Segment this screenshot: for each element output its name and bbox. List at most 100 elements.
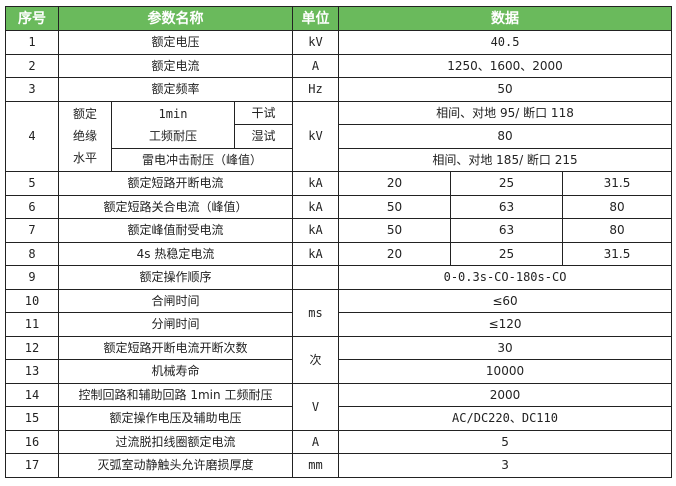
row-unit: kV [292,100,339,172]
table-row: 2 额定电流 A 1250、1600、2000 [5,53,673,78]
row-value: 20 [338,241,451,266]
row-no: 5 [5,171,59,196]
row-unit: kA [292,171,339,196]
row-name: 额定操作电压及辅助电压 [58,406,293,431]
table-row: 8 4s 热稳定电流 kA 20 25 31.5 [5,241,673,266]
header-data: 数据 [337,6,673,31]
row-name: 额定电压 [58,30,293,55]
table-row: 1 额定电压 kV 40.5 [5,30,673,55]
row-name: 额定频率 [58,77,293,102]
row-no: 17 [5,453,59,478]
row-value: 31.5 [561,241,673,266]
row-name: 额定峰值耐受电流 [58,218,293,243]
row-name: 额定短路关合电流（峰值） [58,194,293,219]
row-name: 额定操作顺序 [58,265,293,290]
row-unit: A [292,429,339,454]
row-data: AC/DC220、DC110 [337,406,673,431]
row-unit: kA [292,194,339,219]
wet-test-label: 湿试 [234,124,293,149]
label-line: 工频耐压 [148,128,197,143]
row-value: 80 [561,218,673,243]
row-unit: Hz [292,77,339,102]
header-row: 序号 参数名称 单位 数据 [5,6,673,31]
row-value: 80 [561,194,673,219]
row-unit: V [292,382,339,431]
row-no: 6 [5,194,59,219]
row-no: 10 [5,288,59,313]
row-no: 7 [5,218,59,243]
row-name: 控制回路和辅助回路 1min 工频耐压 [58,382,293,407]
table-row: 雷电冲击耐压（峰值） 相间、对地 185/ 断口 215 [6,147,673,172]
row-unit: kA [292,218,339,243]
row-name: 机械寿命 [58,359,293,384]
row-no: 15 [5,406,59,431]
row-no: 9 [5,265,59,290]
table-row: 12 额定短路开断电流开断次数 次 30 [5,335,673,384]
dry-test-label: 干试 [234,100,293,125]
header-name: 参数名称 [58,6,293,31]
row-name: 过流脱扣线圈额定电流 [58,429,293,454]
row-value: 63 [450,218,563,243]
row-no: 16 [5,429,59,454]
row-data: 80 [337,124,673,149]
table-row: 6 额定短路关合电流（峰值） kA 50 63 80 [5,194,673,219]
row-value: 25 [450,171,563,196]
row-data: 1250、1600、2000 [337,53,673,78]
table-row: 15 额定操作电压及辅助电压 AC/DC220、DC110 [5,406,673,431]
row-data: 2000 [337,382,673,407]
row-no: 11 [5,312,59,337]
row-data: 50 [337,77,673,102]
row-name: 额定短路开断电流 [58,171,293,196]
row-data: ≤60 [337,288,673,313]
row-value: 63 [450,194,563,219]
label-line: 1min [158,106,188,121]
insulation-level-label: 额定 绝缘 水平 [58,100,112,172]
row-data: 相间、对地 185/ 断口 215 [337,147,673,172]
row-data: 3 [337,453,673,478]
row-data: 10000 [337,359,673,384]
row-no: 12 [5,335,59,360]
lightning-impulse-label: 雷电冲击耐压（峰值） [111,147,293,172]
row-no: 14 [5,382,59,407]
row-value: 20 [338,171,451,196]
header-unit: 单位 [292,6,339,31]
table-row: 10 合闸时间 ms ≤60 [5,288,673,337]
row-unit: kV [292,30,339,55]
row-data: 相间、对地 95/ 断口 118 [337,100,673,125]
row-no: 1 [5,30,59,55]
row-no: 8 [5,241,59,266]
label-line: 绝缘 [72,129,97,144]
row-name: 额定电流 [58,53,293,78]
table-row: 3 额定频率 Hz 50 [5,77,673,102]
row-name: 4s 热稳定电流 [58,241,293,266]
row-data: ≤120 [337,312,673,337]
row-value: 50 [338,194,451,219]
row-no: 13 [5,359,59,384]
row-unit: mm [292,453,339,478]
row-name: 合闸时间 [58,288,293,313]
table-row: 14 控制回路和辅助回路 1min 工频耐压 V 2000 [5,382,673,431]
table-row: 13 机械寿命 10000 [5,359,673,384]
table-row: 湿试 80 [6,124,673,149]
row-unit: A [292,53,339,78]
row-data: 30 [337,335,673,360]
header-no: 序号 [5,6,59,31]
row-no: 2 [5,53,59,78]
table-row: 7 额定峰值耐受电流 kA 50 63 80 [5,218,673,243]
row-unit: kA [292,241,339,266]
table-row: 5 额定短路开断电流 kA 20 25 31.5 [5,171,673,196]
table-row: 16 过流脱扣线圈额定电流 A 5 [5,429,673,454]
row-data: 5 [337,429,673,454]
label-line: 水平 [72,151,97,166]
row-data: 40.5 [337,30,673,55]
row-value: 25 [450,241,563,266]
row-name: 灭弧室动静触头允许磨损厚度 [58,453,293,478]
row-name: 额定短路开断电流开断次数 [58,335,293,360]
row-data: 0-0.3s-CO-180s-CO [337,265,673,290]
table-row: 9 额定操作顺序 0-0.3s-CO-180s-CO [5,265,673,290]
row-name: 分闸时间 [58,312,293,337]
table-row: 11 分闸时间 ≤120 [5,312,673,337]
row-unit [292,265,339,290]
label-line: 额定 [72,107,97,122]
row-unit: 次 [292,335,339,384]
